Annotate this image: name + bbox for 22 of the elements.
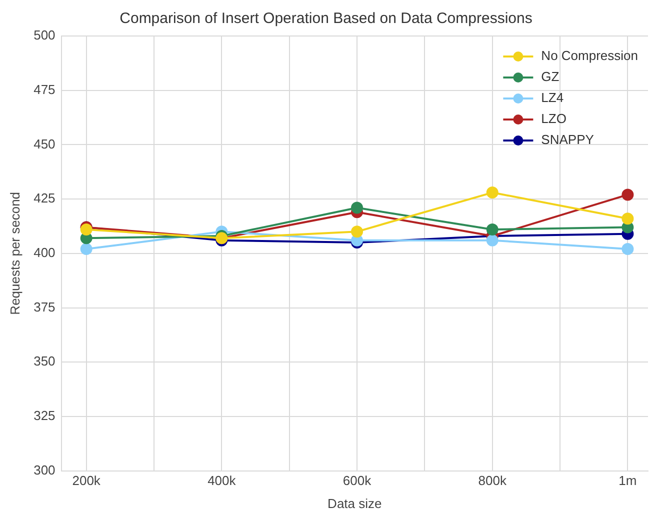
legend-label: No Compression xyxy=(541,48,638,64)
y-tick-label: 450 xyxy=(34,136,56,152)
x-tick-label: 200k xyxy=(72,473,101,488)
y-tick-label: 300 xyxy=(34,462,56,478)
x-tick-label: 400k xyxy=(208,473,236,488)
x-axis-title: Data size xyxy=(328,496,382,511)
x-tick-label: 600k xyxy=(342,473,372,488)
y-tick-label: 325 xyxy=(34,408,56,424)
y-tick-label: 425 xyxy=(34,190,56,206)
x-tick-label: 1m xyxy=(618,473,637,488)
legend-label: SNAPPY xyxy=(541,132,594,148)
legend-label: LZO xyxy=(541,111,566,126)
y-tick-label: 500 xyxy=(34,28,56,43)
y-axis-title: Requests per second xyxy=(7,192,22,315)
chart-title: Comparison of Insert Operation Based on Data Compressions xyxy=(120,10,532,28)
y-tick-label: 350 xyxy=(34,354,56,369)
legend-label: GZ xyxy=(541,69,560,84)
y-tick-label: 375 xyxy=(34,299,56,314)
y-tick-label: 400 xyxy=(34,244,56,260)
y-tick-label: 475 xyxy=(34,82,56,97)
x-tick-label: 800k xyxy=(478,473,507,488)
legend-label: LZ4 xyxy=(541,90,564,106)
